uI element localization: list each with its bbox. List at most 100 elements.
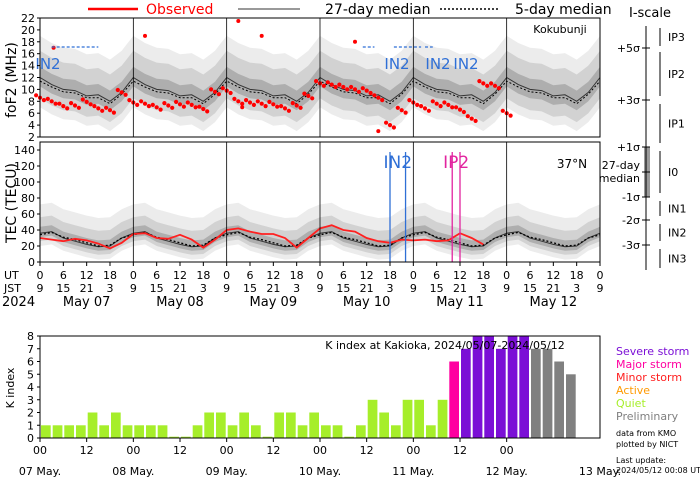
jst-tick-label: 9 xyxy=(37,282,44,295)
kindex-bar xyxy=(111,412,121,438)
tec-observed-line xyxy=(39,224,484,250)
kindex-bar xyxy=(426,425,436,439)
kindex-ytick-label: 1 xyxy=(27,419,34,432)
fof2-observed-point xyxy=(481,81,486,86)
jst-tick-label: 15 xyxy=(56,282,70,295)
fof2-observed-point xyxy=(53,101,58,106)
fof2-observed-point xyxy=(69,101,74,106)
fof2-observed-point xyxy=(306,93,311,98)
fof2-observed-point xyxy=(76,105,81,110)
kindex-ytick-label: 6 xyxy=(27,356,34,369)
kindex-note: plotted by NICT xyxy=(616,440,678,449)
fof2-observed-point xyxy=(465,114,470,119)
ut-tick-label: 6 xyxy=(340,269,347,282)
fof2-observed-point xyxy=(158,107,163,112)
fof2-observed-point xyxy=(34,93,39,98)
year-label: 2024 xyxy=(2,295,35,310)
fof2-observed-point xyxy=(174,99,179,104)
time-axis: 0961512211830961512211830961512211830961… xyxy=(37,262,604,310)
fof2-observed-point xyxy=(492,83,498,88)
jst-tick-label: 15 xyxy=(430,282,444,295)
ut-tick-label: 0 xyxy=(597,269,604,282)
fof2-ytick-label: 8 xyxy=(28,95,35,108)
fof2-observed-point xyxy=(387,123,393,128)
fof2-observed-point xyxy=(298,105,303,110)
ut-tick-label: 0 xyxy=(37,269,44,282)
fof2-observed-point xyxy=(294,103,299,108)
fof2-observed-point xyxy=(461,109,466,115)
kindex-legend-entry: Severe storm xyxy=(616,345,689,358)
fof2-observed-point xyxy=(337,82,342,87)
fof2-observed-point xyxy=(279,104,284,109)
fof2-observed-point xyxy=(201,106,206,112)
latitude-label: 37°N xyxy=(557,157,587,171)
iscale-level-label: IP2 xyxy=(668,68,685,81)
fof2-observed-point xyxy=(477,79,482,84)
ut-tick-label: 12 xyxy=(360,269,374,282)
jst-tick-label: 3 xyxy=(107,282,114,295)
fof2-observed-point xyxy=(434,101,439,106)
fof2-observed-point xyxy=(115,87,120,93)
kindex-bar xyxy=(204,412,214,438)
kindex-date-label: 09 May. xyxy=(206,465,248,478)
jst-tick-label: 21 xyxy=(360,282,374,295)
tec-ylabel: TEC (TECU) xyxy=(4,163,20,244)
jst-tick-label: 21 xyxy=(80,282,94,295)
kindex-bar xyxy=(321,425,331,439)
fof2-observed-point xyxy=(88,102,93,107)
kindex-bar xyxy=(542,348,553,439)
jst-tick-label: 3 xyxy=(200,282,207,295)
fof2-observed-point xyxy=(267,99,272,104)
fof2-observed-point xyxy=(127,98,132,103)
tec-marker-label: IP2 xyxy=(443,153,469,173)
ut-tick-label: 0 xyxy=(130,269,137,282)
iscale-level-label: IN3 xyxy=(668,253,686,266)
kindex-bar xyxy=(262,436,273,438)
fof2-observed-point xyxy=(146,104,151,109)
fof2-observed-point xyxy=(384,120,389,125)
tec-ytick-label: 0 xyxy=(28,256,35,269)
kindex-bar xyxy=(274,412,284,438)
iscale-sigma-label: +1σ xyxy=(617,141,640,154)
fof2-observed-point xyxy=(438,104,443,109)
ut-tick-label: 0 xyxy=(503,269,510,282)
kindex-legend-entry: Minor storm xyxy=(616,371,682,384)
fof2-ytick-label: 4 xyxy=(28,119,35,132)
ut-label: UT xyxy=(4,269,19,282)
jst-tick-label: 9 xyxy=(223,282,230,295)
iscale-sigma-label: median xyxy=(599,172,640,185)
fof2-observed-point xyxy=(251,102,256,107)
fof2-in2-label: IN2 xyxy=(453,55,478,73)
kindex-bar xyxy=(76,425,86,439)
jst-tick-label: 9 xyxy=(503,282,510,295)
kindex-bar xyxy=(146,425,156,439)
tec-ytick-label: 140 xyxy=(14,144,35,157)
fof2-observed-point xyxy=(49,99,54,104)
kindex-legend-entry: Major storm xyxy=(616,358,682,371)
fof2-observed-point xyxy=(119,90,124,95)
jst-tick-label: 3 xyxy=(387,282,394,295)
kindex-xtick-label: 12 xyxy=(173,444,187,457)
kindex-date-label: 13 May. xyxy=(579,465,621,478)
iscale-level-label: IP3 xyxy=(668,31,685,44)
jst-tick-label: 9 xyxy=(130,282,137,295)
kindex-bar xyxy=(297,425,308,439)
kindex-bar xyxy=(52,425,63,439)
kindex-ytick-label: 4 xyxy=(27,381,34,394)
fof2-observed-point xyxy=(380,98,385,103)
jst-tick-label: 15 xyxy=(243,282,257,295)
jst-tick-label: 3 xyxy=(480,282,487,295)
kindex-legend-entry: Quiet xyxy=(616,397,646,410)
fof2-observed-point xyxy=(259,101,264,106)
fof2-outlier-point xyxy=(143,33,147,38)
kindex-bar xyxy=(216,412,226,438)
tec-ytick-label: 60 xyxy=(21,208,35,221)
fof2-observed-point xyxy=(107,108,113,113)
fof2-observed-point xyxy=(240,101,245,106)
fof2-ytick-label: 10 xyxy=(21,83,35,96)
fof2-observed-point xyxy=(352,87,358,92)
fof2-observed-point xyxy=(45,96,50,101)
